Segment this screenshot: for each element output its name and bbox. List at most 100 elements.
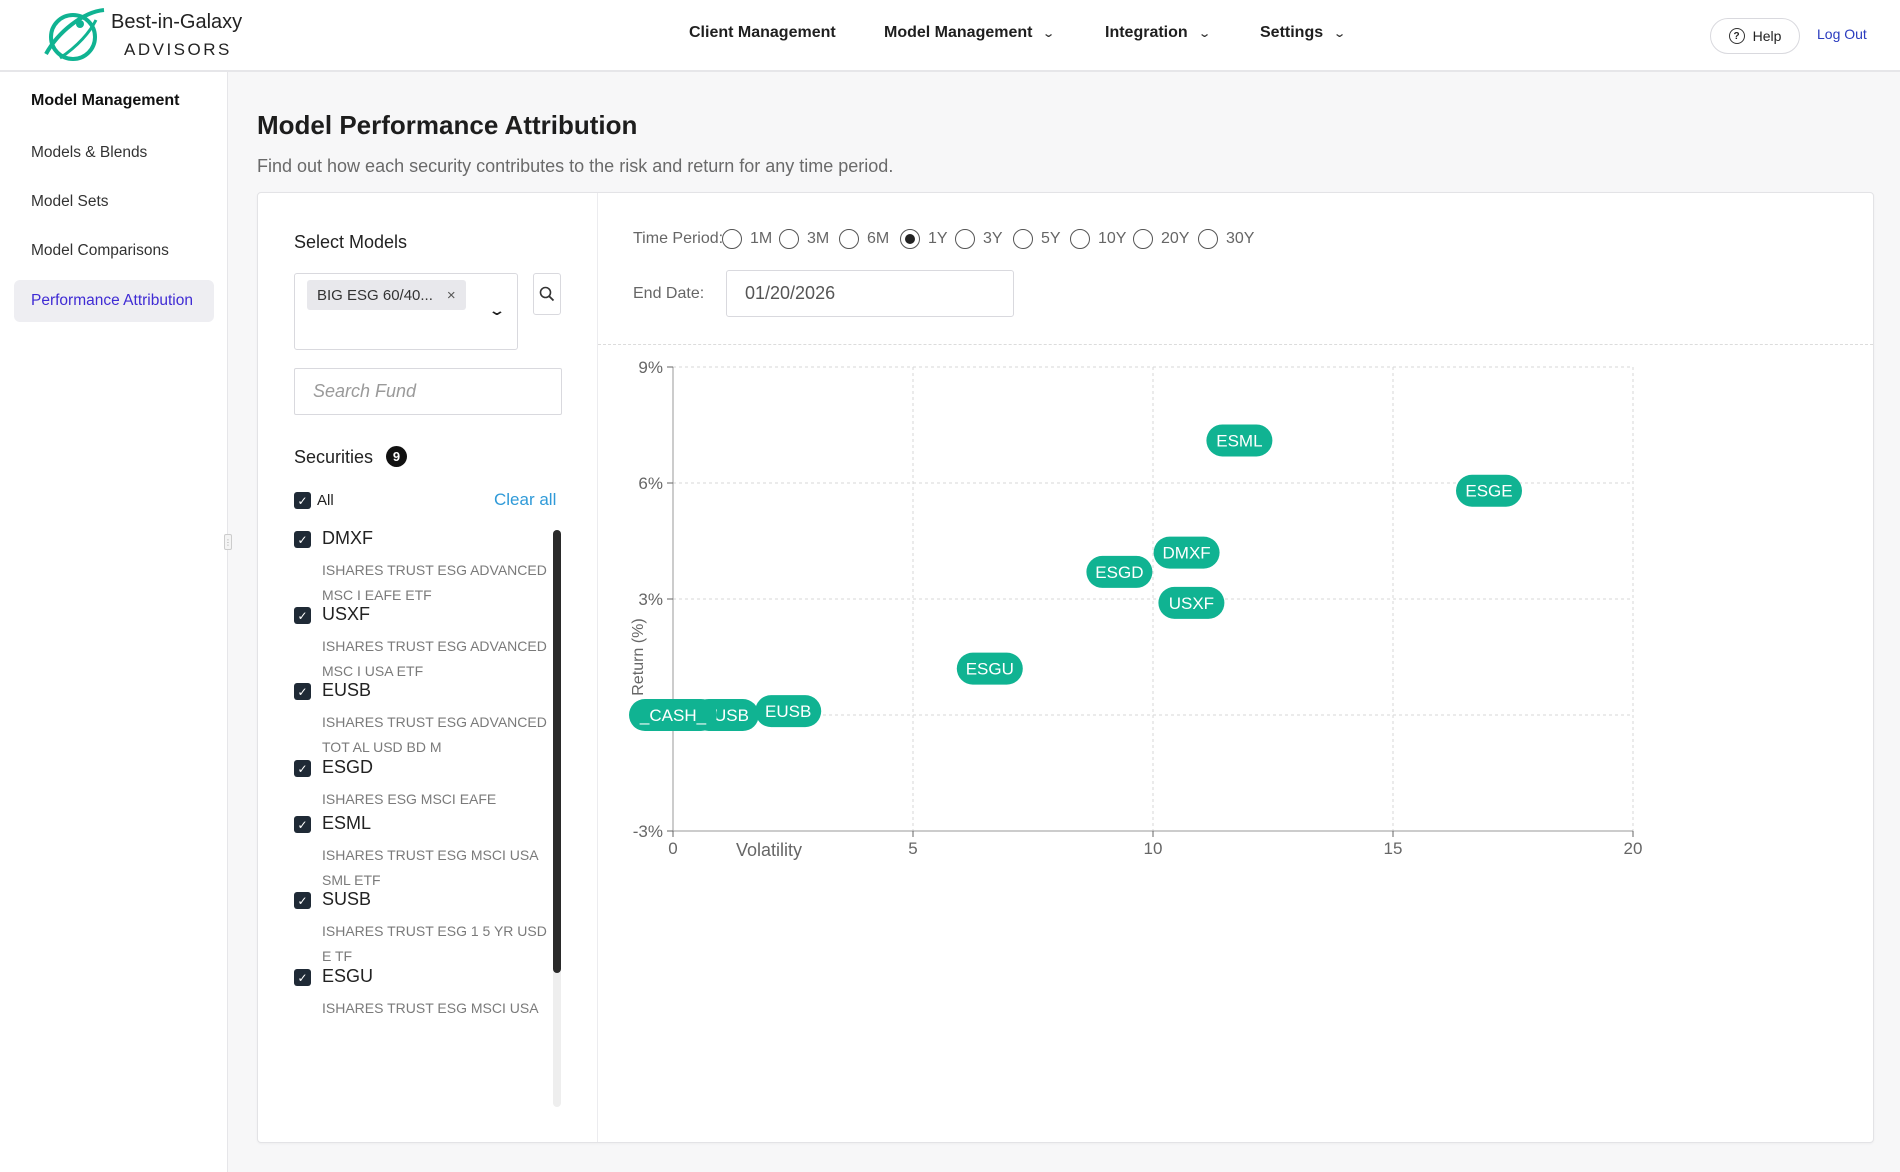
- sidebar-item-model-comparisons[interactable]: Model Comparisons: [31, 242, 169, 259]
- chevron-down-icon[interactable]: ⌄: [488, 302, 506, 318]
- time-period-radio-10y[interactable]: 10Y: [1070, 229, 1126, 249]
- y-axis-title: Return (%): [630, 618, 647, 695]
- model-multiselect[interactable]: BIG ESG 60/40... × ⌄: [294, 273, 518, 350]
- help-button[interactable]: ? Help: [1710, 18, 1800, 54]
- securities-list: ✓ DMXF ISHARES TRUST ESG ADVANCED MSC I …: [294, 528, 574, 1108]
- security-checkbox[interactable]: ✓: [294, 969, 311, 986]
- securities-scrollbar[interactable]: [553, 530, 561, 1107]
- security-checkbox[interactable]: ✓: [294, 816, 311, 833]
- radio-circle[interactable]: [779, 229, 799, 249]
- data-point-marker[interactable]: [1456, 474, 1522, 507]
- data-point-marker[interactable]: [1158, 586, 1225, 619]
- radio-circle[interactable]: [1198, 229, 1218, 249]
- security-checkbox[interactable]: ✓: [294, 531, 311, 548]
- select-all-label: All: [317, 492, 334, 509]
- security-checkbox[interactable]: ✓: [294, 607, 311, 624]
- y-tick-label: 6%: [638, 474, 663, 493]
- resize-handle-icon[interactable]: ⋮: [224, 534, 232, 550]
- y-tick-label: 3%: [638, 590, 663, 609]
- data-point-label[interactable]: DMXF: [1163, 544, 1211, 563]
- security-ticker: ESGD: [322, 757, 374, 777]
- data-point-marker[interactable]: [629, 699, 717, 731]
- remove-tag-icon[interactable]: ×: [446, 286, 456, 304]
- security-name: ISHARES TRUST ESG MSCI USA SML ETF: [322, 847, 538, 888]
- radio-circle[interactable]: [1013, 229, 1033, 249]
- security-name: ISHARES TRUST ESG 1 5 YR USD E TF: [322, 923, 547, 964]
- radio-circle[interactable]: [900, 229, 920, 249]
- security-name: ISHARES TRUST ESG ADVANCED TOT AL USD BD…: [322, 714, 547, 755]
- sidebar-item-models-blends[interactable]: Models & Blends: [31, 144, 148, 161]
- chevron-down-icon: ⌄: [1197, 27, 1211, 40]
- radio-circle[interactable]: [722, 229, 742, 249]
- selected-model-tag: BIG ESG 60/40... ×: [307, 280, 466, 310]
- radio-selected-dot: [905, 234, 915, 244]
- brand-tagline: ADVISORS: [124, 40, 232, 59]
- chevron-down-icon: ⌄: [1333, 27, 1347, 40]
- nav-client-management[interactable]: Client Management: [689, 24, 836, 42]
- nav-label: Settings: [1260, 24, 1324, 41]
- security-checkbox[interactable]: ✓: [294, 892, 311, 909]
- time-period-radio-3y[interactable]: 3Y: [955, 229, 1003, 249]
- security-checkbox[interactable]: ✓: [294, 760, 311, 777]
- data-point-marker[interactable]: [1206, 424, 1273, 457]
- scrollbar-thumb[interactable]: [553, 530, 561, 973]
- radio-circle[interactable]: [1133, 229, 1153, 249]
- divider: [598, 344, 1873, 345]
- clear-all-link[interactable]: Clear all: [494, 490, 557, 509]
- time-period-radio-30y[interactable]: 30Y: [1198, 229, 1254, 249]
- data-point-label[interactable]: EUSB: [765, 702, 811, 721]
- nav-label: Model Management: [884, 24, 1033, 41]
- radio-label: 5Y: [1041, 230, 1061, 247]
- search-models-button[interactable]: [533, 273, 561, 315]
- x-axis-title: Volatility: [736, 840, 802, 860]
- data-point-marker[interactable]: [755, 695, 822, 728]
- page-subtitle: Find out how each security contributes t…: [257, 156, 894, 176]
- time-period-radio-1m[interactable]: 1M: [722, 229, 772, 249]
- nav-model-management[interactable]: Model Management ⌄: [884, 24, 1056, 42]
- radio-label: 20Y: [1161, 230, 1190, 247]
- data-point-marker[interactable]: [956, 652, 1023, 685]
- radio-label: 30Y: [1226, 230, 1255, 247]
- nav-integration[interactable]: Integration ⌄: [1105, 24, 1211, 42]
- sidebar-item-performance-attribution[interactable]: Performance Attribution: [14, 280, 214, 322]
- securities-label: Securities: [294, 447, 374, 467]
- data-point-marker[interactable]: [1153, 536, 1220, 569]
- y-tick-label: -3%: [633, 822, 663, 841]
- selected-model-label: BIG ESG 60/40...: [317, 286, 433, 304]
- time-period-radio-6m[interactable]: 6M: [839, 229, 889, 249]
- data-point-label[interactable]: _CASH_: [639, 706, 707, 725]
- logout-link[interactable]: Log Out: [1817, 26, 1867, 42]
- data-point-label[interactable]: USXF: [1169, 594, 1214, 613]
- security-name: ISHARES ESG MSCI EAFE: [322, 791, 497, 807]
- time-period-radio-20y[interactable]: 20Y: [1133, 229, 1189, 249]
- time-period-radio-5y[interactable]: 5Y: [1013, 229, 1061, 249]
- select-models-label: Select Models: [294, 232, 408, 252]
- radio-circle[interactable]: [1070, 229, 1090, 249]
- data-point-marker[interactable]: [1086, 555, 1153, 588]
- planet-logo-icon[interactable]: [38, 2, 108, 68]
- select-all-checkbox[interactable]: ✓: [294, 492, 311, 509]
- data-point-label[interactable]: ESML: [1216, 431, 1262, 450]
- security-checkbox[interactable]: ✓: [294, 683, 311, 700]
- attribution-card: Select Models BIG ESG 60/40... × ⌄ Secur…: [257, 192, 1874, 1143]
- radio-label: 1Y: [928, 230, 948, 247]
- search-fund-input[interactable]: [294, 368, 562, 415]
- nav-settings[interactable]: Settings ⌄: [1260, 24, 1347, 42]
- page-title: Model Performance Attribution: [257, 110, 638, 140]
- sidebar-item-model-sets[interactable]: Model Sets: [31, 193, 109, 210]
- radio-circle[interactable]: [839, 229, 859, 249]
- time-period-radio-3m[interactable]: 3M: [779, 229, 829, 249]
- security-ticker: ESGU: [322, 966, 374, 986]
- security-ticker: USXF: [322, 604, 371, 624]
- data-point-label[interactable]: ESGE: [1465, 482, 1512, 501]
- time-period-radio-1y[interactable]: 1Y: [900, 229, 948, 249]
- data-point-label[interactable]: ESGU: [966, 660, 1014, 679]
- end-date-input[interactable]: 01/20/2026: [726, 270, 1014, 317]
- radio-circle[interactable]: [955, 229, 975, 249]
- time-period-label: Time Period:: [633, 230, 724, 247]
- security-ticker: EUSB: [322, 680, 372, 700]
- security-name: ISHARES TRUST ESG ADVANCED MSC I USA ETF: [322, 638, 547, 679]
- help-label: Help: [1752, 28, 1782, 44]
- nav-label: Integration: [1105, 24, 1188, 41]
- data-point-label[interactable]: ESGD: [1095, 563, 1143, 582]
